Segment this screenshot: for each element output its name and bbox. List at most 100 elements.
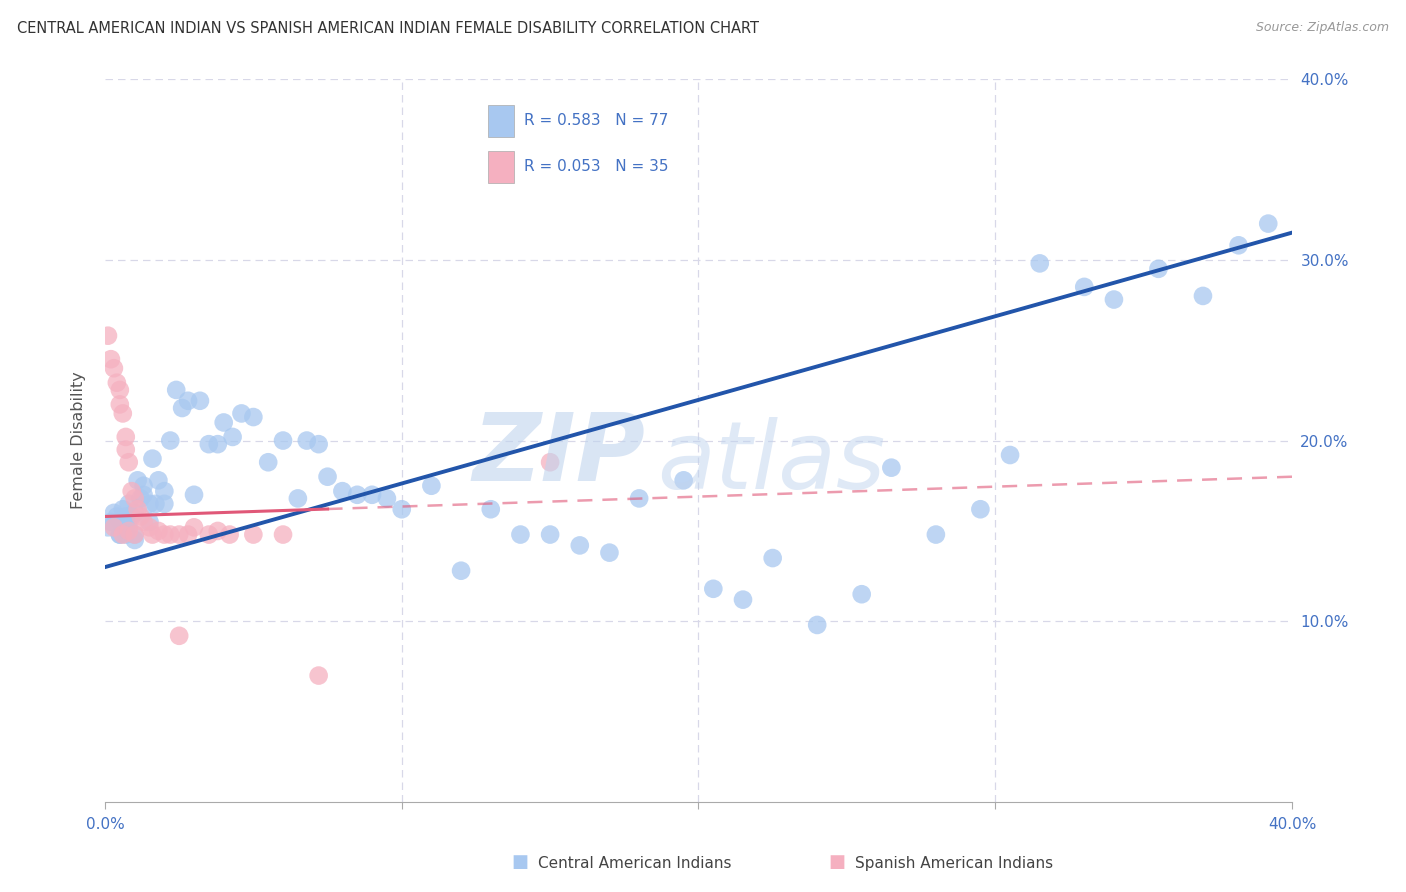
Point [118, 497, 141, 511]
Point [127, 473, 149, 487]
Point [198, 437, 221, 451]
Point [118, 524, 141, 538]
Text: Spanish American Indians: Spanish American Indians [855, 855, 1053, 871]
Point [375, 491, 398, 506]
Point [132, 488, 155, 502]
Point [538, 455, 561, 469]
Point [153, 497, 176, 511]
Point [420, 479, 443, 493]
Point [100, 352, 122, 367]
Point [138, 515, 160, 529]
Point [105, 509, 128, 524]
Point [271, 434, 294, 448]
Point [108, 383, 131, 397]
Point [568, 538, 591, 552]
Point [969, 502, 991, 516]
Point [97, 328, 120, 343]
Point [308, 668, 330, 682]
Point [998, 448, 1021, 462]
Point [207, 437, 229, 451]
Point [111, 406, 134, 420]
Point [1227, 238, 1250, 252]
Point [118, 455, 141, 469]
Point [153, 527, 176, 541]
Point [672, 473, 695, 487]
Point [177, 393, 200, 408]
Point [132, 479, 155, 493]
Point [598, 546, 620, 560]
Point [479, 502, 502, 516]
Point [308, 437, 330, 451]
Point [132, 515, 155, 529]
Point [159, 434, 181, 448]
Point [242, 410, 264, 425]
Point [141, 527, 163, 541]
Point [361, 488, 384, 502]
Point [257, 455, 280, 469]
Point [183, 488, 205, 502]
Point [538, 527, 561, 541]
Point [114, 520, 136, 534]
Point [295, 434, 318, 448]
Point [138, 497, 160, 511]
Point [731, 592, 754, 607]
Point [167, 527, 190, 541]
Point [124, 506, 146, 520]
Text: Central American Indians: Central American Indians [538, 855, 733, 871]
Point [124, 491, 146, 506]
Point [103, 506, 125, 520]
Point [108, 527, 131, 541]
Point [111, 502, 134, 516]
Point [108, 527, 131, 541]
Point [509, 527, 531, 541]
Point [111, 527, 134, 541]
Point [103, 520, 125, 534]
Point [159, 527, 181, 541]
Point [124, 533, 146, 547]
Point [138, 520, 160, 534]
Point [148, 524, 170, 538]
Point [121, 509, 143, 524]
Point [103, 361, 125, 376]
Point [124, 527, 146, 541]
Point [108, 515, 131, 529]
Point [172, 401, 194, 415]
Point [114, 527, 136, 541]
Point [188, 393, 211, 408]
Text: CENTRAL AMERICAN INDIAN VS SPANISH AMERICAN INDIAN FEMALE DISABILITY CORRELATION: CENTRAL AMERICAN INDIAN VS SPANISH AMERI… [17, 21, 759, 37]
Point [762, 551, 785, 566]
Text: ■: ■ [512, 853, 529, 871]
Point [1073, 280, 1095, 294]
Point [124, 527, 146, 541]
Point [167, 629, 190, 643]
Point [316, 469, 339, 483]
Point [925, 527, 948, 541]
Text: ■: ■ [828, 853, 845, 871]
Point [141, 451, 163, 466]
Point [702, 582, 724, 596]
Point [111, 515, 134, 529]
Point [450, 564, 472, 578]
Point [100, 515, 122, 529]
Point [391, 502, 413, 516]
Point [108, 397, 131, 411]
Point [1192, 289, 1215, 303]
Point [242, 527, 264, 541]
Point [105, 376, 128, 390]
Point [212, 416, 235, 430]
Point [218, 527, 240, 541]
Text: atlas: atlas [657, 417, 886, 508]
Point [114, 430, 136, 444]
Point [806, 618, 828, 632]
Point [129, 509, 152, 524]
Point [287, 491, 309, 506]
Point [177, 527, 200, 541]
Point [851, 587, 873, 601]
Text: ZIP: ZIP [472, 409, 645, 501]
Point [880, 460, 903, 475]
Point [148, 473, 170, 487]
Point [221, 430, 243, 444]
Point [183, 520, 205, 534]
Point [165, 383, 187, 397]
Point [145, 497, 167, 511]
